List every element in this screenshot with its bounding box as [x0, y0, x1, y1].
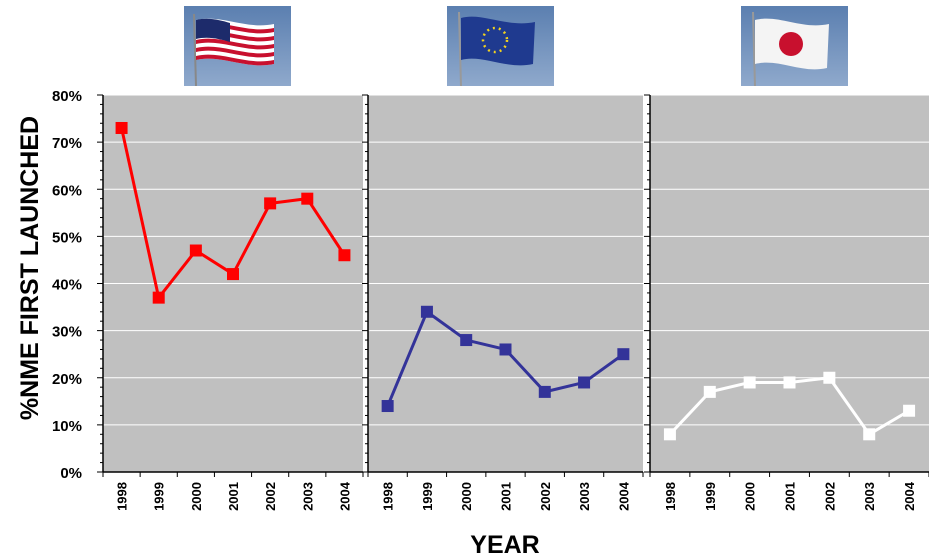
x-tick-label: 1998	[115, 482, 130, 511]
data-point	[617, 348, 630, 361]
x-tick-label: 2004	[902, 481, 917, 511]
x-tick-label: 1999	[420, 482, 435, 511]
data-point	[823, 371, 836, 384]
data-point	[338, 249, 351, 262]
x-tick-label: 1999	[152, 482, 167, 511]
x-tick-label: 1998	[663, 482, 678, 511]
x-tick-label: 2004	[616, 481, 631, 511]
y-tick-label: 60%	[52, 182, 82, 199]
y-tick-label: 80%	[52, 88, 82, 105]
x-tick-label: 1998	[381, 482, 396, 511]
data-point	[703, 385, 716, 398]
data-point	[381, 400, 394, 413]
x-tick-label: 2003	[300, 482, 315, 511]
y-tick-label: 0%	[60, 465, 82, 482]
x-tick-label: 2001	[499, 482, 514, 511]
x-tick-label: 2001	[783, 482, 798, 511]
y-tick-label: 70%	[52, 135, 82, 152]
data-point	[903, 404, 916, 417]
data-point	[115, 121, 128, 134]
data-point	[460, 334, 473, 347]
data-point	[783, 376, 796, 389]
x-tick-label: 2000	[459, 482, 474, 511]
data-point	[301, 192, 314, 205]
us-flag	[184, 6, 291, 87]
data-point	[152, 291, 165, 304]
x-tick-label: 2000	[743, 482, 758, 511]
data-point	[499, 343, 512, 356]
x-tick-label: 2002	[263, 482, 278, 511]
y-axis-label: %NME FIRST LAUNCHED	[16, 116, 44, 420]
x-tick-label: 2003	[577, 482, 592, 511]
data-point	[227, 268, 239, 281]
y-tick-label: 50%	[52, 229, 82, 246]
x-axis-label: YEAR	[470, 531, 539, 558]
eu-flag	[447, 6, 554, 87]
data-point	[663, 428, 676, 441]
y-tick-label: 40%	[52, 277, 82, 294]
data-point	[863, 428, 876, 441]
y-tick-label: 20%	[52, 371, 82, 388]
data-point	[743, 376, 756, 389]
y-tick-label: 10%	[52, 418, 82, 435]
data-point	[538, 385, 551, 398]
data-point	[420, 305, 433, 318]
data-point	[189, 244, 202, 257]
data-point	[264, 197, 277, 210]
x-tick-label: 2003	[862, 482, 877, 511]
x-tick-label: 2004	[337, 481, 352, 511]
y-tick-label: 30%	[52, 324, 82, 341]
japan-flag	[741, 6, 848, 87]
x-tick-label: 1999	[703, 482, 718, 511]
x-tick-label: 2001	[226, 482, 241, 511]
x-tick-label: 2002	[538, 482, 553, 511]
data-point	[578, 376, 591, 389]
x-tick-label: 2000	[189, 482, 204, 511]
x-tick-label: 2002	[822, 482, 837, 511]
